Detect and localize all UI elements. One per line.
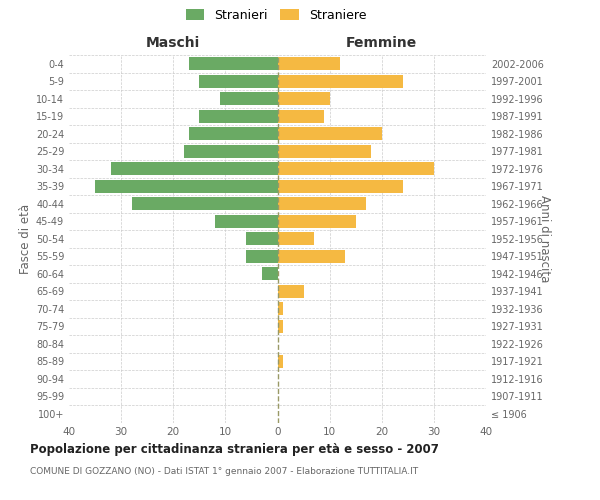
Bar <box>277 197 366 210</box>
Bar <box>111 162 277 175</box>
Bar <box>215 214 277 228</box>
Text: COMUNE DI GOZZANO (NO) - Dati ISTAT 1° gennaio 2007 - Elaborazione TUTTITALIA.IT: COMUNE DI GOZZANO (NO) - Dati ISTAT 1° g… <box>30 468 418 476</box>
Bar <box>246 232 277 245</box>
Bar <box>277 354 283 368</box>
Legend: Stranieri, Straniere: Stranieri, Straniere <box>185 8 367 22</box>
Bar <box>277 180 403 193</box>
Bar <box>277 127 382 140</box>
Bar <box>277 302 283 316</box>
Bar <box>189 127 277 140</box>
Bar <box>277 110 325 123</box>
Text: Maschi: Maschi <box>146 36 200 50</box>
Bar <box>189 57 277 70</box>
Bar <box>246 250 277 263</box>
Bar <box>277 162 434 175</box>
Bar <box>277 144 371 158</box>
Bar <box>277 57 340 70</box>
Bar <box>184 144 277 158</box>
Text: Femmine: Femmine <box>346 36 418 50</box>
Bar <box>277 320 283 333</box>
Bar <box>199 74 277 88</box>
Bar <box>220 92 277 106</box>
Bar <box>277 74 403 88</box>
Y-axis label: Fasce di età: Fasce di età <box>19 204 32 274</box>
Bar <box>95 180 277 193</box>
Bar <box>277 250 345 263</box>
Y-axis label: Anni di nascita: Anni di nascita <box>538 195 551 282</box>
Text: Popolazione per cittadinanza straniera per età e sesso - 2007: Popolazione per cittadinanza straniera p… <box>30 442 439 456</box>
Bar <box>277 92 329 106</box>
Bar <box>131 197 277 210</box>
Bar <box>277 214 356 228</box>
Bar <box>199 110 277 123</box>
Bar <box>262 267 277 280</box>
Bar <box>277 232 314 245</box>
Bar <box>277 284 304 298</box>
